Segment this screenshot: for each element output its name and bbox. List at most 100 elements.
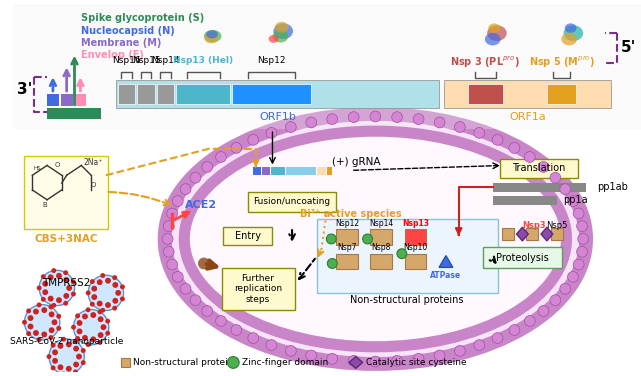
Circle shape — [228, 356, 239, 368]
Circle shape — [363, 234, 372, 244]
Ellipse shape — [204, 34, 218, 43]
Bar — [157, 84, 174, 104]
Ellipse shape — [274, 23, 293, 39]
Ellipse shape — [563, 25, 583, 41]
Bar — [469, 84, 503, 104]
Circle shape — [61, 337, 66, 342]
Bar — [404, 254, 426, 269]
Text: ORF1a: ORF1a — [509, 112, 545, 123]
Circle shape — [75, 313, 80, 318]
Circle shape — [266, 340, 277, 350]
Circle shape — [28, 315, 33, 321]
Circle shape — [492, 135, 503, 145]
Text: Envelop (E): Envelop (E) — [81, 50, 144, 60]
Circle shape — [509, 143, 520, 153]
Circle shape — [231, 324, 242, 335]
Text: Nsp7: Nsp7 — [337, 243, 356, 252]
Circle shape — [112, 298, 118, 304]
Ellipse shape — [204, 30, 222, 42]
Circle shape — [474, 340, 485, 350]
Circle shape — [413, 114, 424, 124]
Ellipse shape — [272, 30, 288, 42]
Circle shape — [202, 306, 213, 316]
Ellipse shape — [562, 33, 577, 45]
Circle shape — [97, 340, 103, 345]
Circle shape — [52, 358, 58, 364]
Text: Non-structural protein: Non-structural protein — [133, 358, 234, 367]
Polygon shape — [439, 256, 453, 267]
Ellipse shape — [565, 23, 576, 33]
Text: pp1a: pp1a — [563, 195, 588, 205]
Circle shape — [112, 306, 117, 311]
Circle shape — [97, 316, 104, 322]
Circle shape — [198, 258, 210, 269]
Circle shape — [538, 162, 549, 172]
Bar — [444, 80, 611, 108]
Bar — [370, 229, 392, 245]
Bar — [493, 196, 557, 205]
Circle shape — [91, 286, 97, 292]
Bar — [271, 167, 285, 175]
Text: pp1ab: pp1ab — [597, 182, 628, 192]
Bar — [317, 219, 498, 293]
Circle shape — [215, 152, 226, 162]
Circle shape — [22, 320, 27, 325]
Circle shape — [73, 369, 78, 374]
Circle shape — [215, 315, 226, 326]
Circle shape — [560, 184, 570, 194]
Circle shape — [51, 365, 56, 370]
Text: Nsp14: Nsp14 — [369, 219, 394, 228]
Circle shape — [568, 196, 578, 206]
Bar — [74, 94, 87, 106]
Bar — [222, 268, 295, 309]
Circle shape — [112, 282, 118, 288]
Text: O: O — [90, 182, 96, 188]
Circle shape — [42, 289, 48, 295]
Circle shape — [285, 122, 296, 132]
Text: Bi³⁺ active species: Bi³⁺ active species — [300, 209, 402, 220]
Text: Fusion/uncoating: Fusion/uncoating — [253, 197, 331, 206]
Circle shape — [348, 355, 359, 366]
Circle shape — [39, 270, 74, 306]
Circle shape — [51, 303, 56, 308]
Circle shape — [86, 307, 90, 312]
Circle shape — [392, 112, 403, 123]
Ellipse shape — [165, 114, 586, 364]
Text: Proteolysis: Proteolysis — [496, 253, 549, 262]
Circle shape — [49, 305, 53, 309]
Circle shape — [73, 362, 79, 367]
Circle shape — [90, 337, 96, 342]
Circle shape — [190, 172, 201, 183]
Text: CBS+3NAC: CBS+3NAC — [35, 234, 98, 244]
Circle shape — [47, 296, 54, 302]
Circle shape — [97, 309, 103, 314]
Circle shape — [49, 327, 54, 333]
Text: Spike glycoprotein (S): Spike glycoprotein (S) — [81, 14, 204, 23]
Bar — [526, 228, 538, 240]
Circle shape — [190, 295, 201, 306]
Text: Entry: Entry — [235, 231, 261, 241]
Bar — [370, 254, 392, 269]
Circle shape — [163, 246, 174, 257]
Bar — [232, 84, 311, 104]
Circle shape — [266, 127, 277, 138]
Bar — [121, 358, 130, 367]
Circle shape — [370, 111, 381, 122]
Circle shape — [63, 301, 68, 306]
Circle shape — [101, 324, 106, 330]
Circle shape — [577, 246, 587, 257]
Circle shape — [51, 319, 58, 325]
Circle shape — [538, 306, 549, 316]
Circle shape — [163, 221, 174, 232]
Circle shape — [56, 314, 61, 319]
Circle shape — [28, 324, 33, 329]
Text: Nsp5: Nsp5 — [546, 221, 567, 230]
Text: 2Na⁺: 2Na⁺ — [83, 158, 103, 167]
Circle shape — [392, 355, 403, 366]
Circle shape — [509, 324, 520, 335]
Text: Further
replication
steps: Further replication steps — [234, 274, 282, 304]
Bar — [286, 167, 315, 175]
Circle shape — [172, 271, 183, 282]
Circle shape — [63, 277, 69, 283]
Text: Nsp 3 (PL$^{pro}$): Nsp 3 (PL$^{pro}$) — [451, 55, 520, 70]
